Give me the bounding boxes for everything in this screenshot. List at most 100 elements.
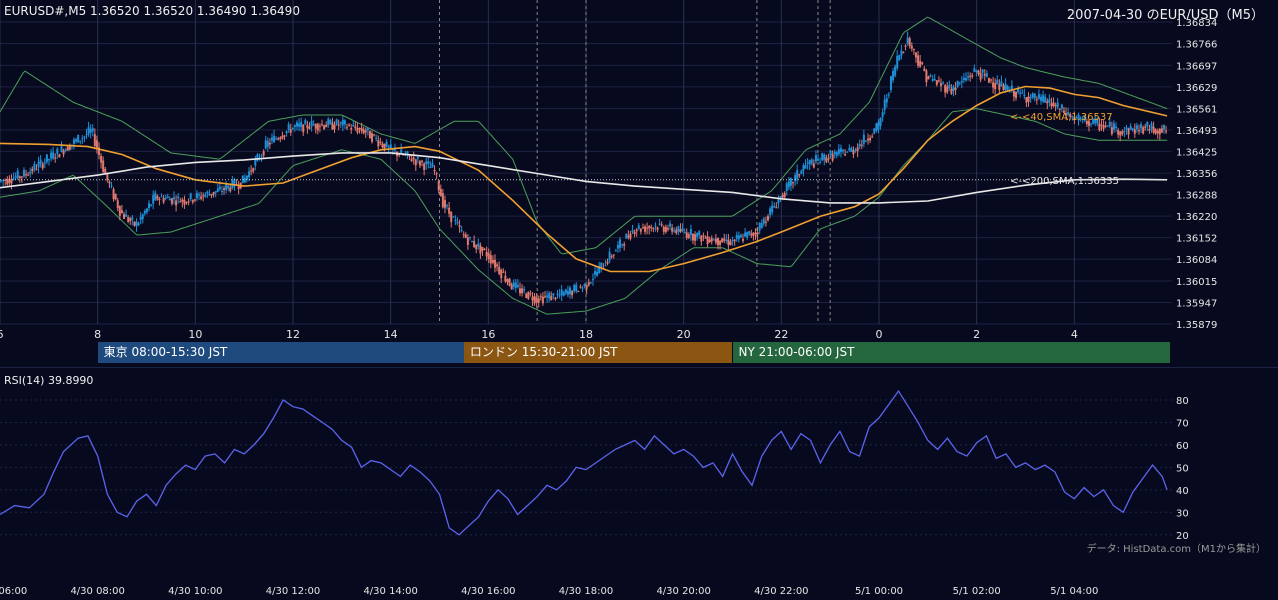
candle-bull bbox=[29, 171, 32, 174]
candle-bear bbox=[541, 296, 544, 304]
candle-bear bbox=[58, 154, 61, 158]
candle-bear bbox=[306, 124, 309, 129]
candle-bull bbox=[758, 223, 761, 231]
candle-bear bbox=[158, 199, 161, 201]
candle-bear bbox=[25, 174, 28, 176]
candle-bear bbox=[646, 227, 649, 229]
candle-bull bbox=[389, 144, 392, 150]
candle-bear bbox=[356, 127, 359, 133]
candle-bear bbox=[994, 83, 997, 90]
candle-bear bbox=[229, 187, 232, 192]
candle-bear bbox=[1160, 128, 1163, 133]
time-tick-label: 16 bbox=[481, 328, 495, 340]
candle-bull bbox=[952, 86, 955, 92]
time-tick-label: 2 bbox=[973, 328, 980, 340]
candle-bear bbox=[550, 295, 553, 301]
candle-bear bbox=[1065, 113, 1068, 116]
candle-bull bbox=[956, 80, 959, 87]
candle-bear bbox=[917, 55, 920, 66]
candle-bear bbox=[250, 170, 253, 172]
candle-bear bbox=[1154, 129, 1157, 134]
candle-bull bbox=[846, 151, 849, 153]
candle-bear bbox=[489, 255, 492, 264]
candle-bear bbox=[358, 128, 361, 130]
candle-bear bbox=[635, 229, 638, 232]
price-tick-label: 1.35947 bbox=[1176, 298, 1217, 309]
candle-bear bbox=[660, 224, 663, 226]
candle-bull bbox=[948, 84, 951, 88]
candle-bear bbox=[1133, 129, 1136, 134]
candle-bull bbox=[298, 123, 301, 127]
candle-bull bbox=[514, 282, 517, 288]
candle-bull bbox=[683, 232, 686, 234]
candle-bear bbox=[792, 182, 795, 184]
candle-bull bbox=[152, 195, 155, 204]
candle-bull bbox=[425, 161, 428, 165]
candle-bear bbox=[114, 193, 117, 200]
candle-bull bbox=[785, 183, 788, 191]
candle-bull bbox=[1048, 99, 1051, 103]
session-band: NY 21:00-06:00 JST bbox=[732, 342, 1171, 363]
candle-bear bbox=[1102, 125, 1105, 129]
candle-bull bbox=[47, 159, 50, 161]
candle-bull bbox=[260, 155, 263, 157]
candle-bull bbox=[143, 210, 146, 214]
price-tick-label: 1.36834 bbox=[1176, 18, 1217, 29]
candle-bull bbox=[300, 121, 303, 128]
candle-bear bbox=[66, 146, 69, 151]
candle-bear bbox=[702, 235, 705, 237]
candle-bear bbox=[102, 160, 105, 172]
candle-bear bbox=[756, 232, 759, 235]
candle-bear bbox=[383, 143, 386, 151]
candle-bull bbox=[75, 139, 78, 142]
candle-bear bbox=[571, 291, 574, 296]
rsi-chart[interactable]: 20 30 40 50 60 70 80 4/30 06:00 4/30 08:00 4/30 1… bbox=[0, 378, 1278, 600]
rsi-label: RSI(14) 39.8990 bbox=[4, 374, 94, 387]
candle-bear bbox=[585, 285, 588, 289]
candle-bull bbox=[164, 198, 167, 200]
candle-bull bbox=[208, 193, 211, 196]
candle-bull bbox=[975, 70, 978, 72]
candle-bull bbox=[658, 223, 661, 225]
candle-bull bbox=[854, 149, 857, 151]
price-tick-label: 1.36629 bbox=[1176, 83, 1217, 94]
candle-bear bbox=[539, 296, 542, 298]
candle-bear bbox=[281, 135, 284, 139]
candle-bull bbox=[973, 68, 976, 72]
candle-bull bbox=[160, 196, 163, 198]
candle-bull bbox=[216, 188, 219, 192]
candle-bear bbox=[752, 232, 755, 236]
rsi-time-label: 4/30 20:00 bbox=[656, 586, 710, 597]
candle-bull bbox=[16, 170, 19, 179]
candle-bull bbox=[335, 119, 338, 125]
candle-bear bbox=[127, 217, 130, 222]
candle-bull bbox=[896, 55, 899, 69]
candle-bull bbox=[233, 179, 236, 187]
time-tick-label: 12 bbox=[286, 328, 300, 340]
candle-bull bbox=[892, 70, 895, 81]
candle-bear bbox=[627, 235, 630, 238]
candle-bear bbox=[116, 200, 119, 209]
candle-bear bbox=[1002, 85, 1005, 91]
candle-bear bbox=[475, 244, 478, 250]
candle-bear bbox=[381, 143, 384, 148]
candle-bear bbox=[537, 298, 540, 303]
candle-bull bbox=[220, 190, 223, 192]
candle-bull bbox=[881, 112, 884, 118]
candle-bull bbox=[1075, 117, 1078, 119]
candle-bear bbox=[925, 70, 928, 83]
rsi-tick-label: 50 bbox=[1176, 463, 1189, 474]
candle-bull bbox=[1056, 102, 1059, 108]
candle-bull bbox=[266, 140, 269, 147]
candle-bull bbox=[762, 218, 765, 224]
candle-bull bbox=[1083, 115, 1086, 121]
candle-bull bbox=[804, 164, 807, 169]
price-chart[interactable]: 1.36834 1.36766 1.36697 1.36629 1.36561 1.364… bbox=[0, 0, 1278, 340]
candle-bull bbox=[293, 125, 296, 128]
candle-bull bbox=[817, 158, 820, 161]
candle-bear bbox=[93, 134, 96, 146]
candle-bear bbox=[202, 195, 205, 197]
candle-bear bbox=[108, 181, 111, 184]
candle-bull bbox=[689, 229, 692, 235]
candle-bear bbox=[4, 179, 7, 181]
